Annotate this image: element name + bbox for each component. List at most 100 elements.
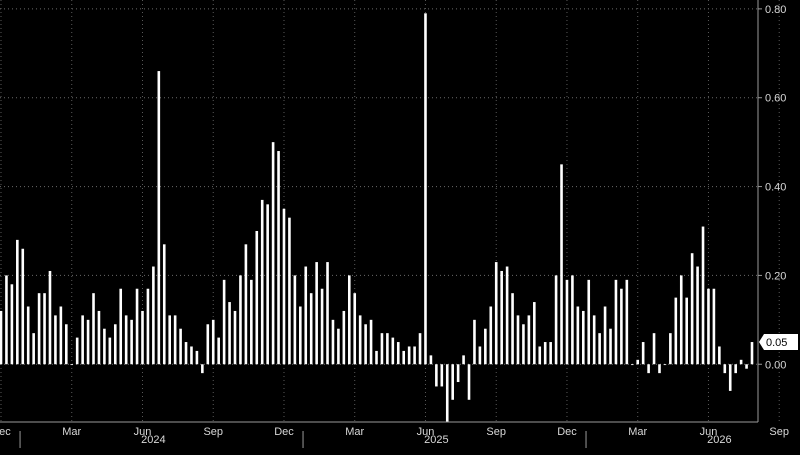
bar [353, 293, 357, 365]
bar [511, 293, 514, 365]
bar [658, 364, 661, 374]
x-tick-label: Mar [62, 426, 81, 438]
bar [37, 293, 41, 365]
bar [533, 302, 536, 365]
bar [500, 270, 503, 365]
bar [10, 284, 14, 365]
bar [581, 310, 585, 365]
year-label: 2026 [707, 434, 731, 446]
labels: 0.80 0.60 0.40 0.20 0.00 Dec Mar Jun Sep Dec Mar Ju… [0, 4, 798, 446]
bar [647, 364, 650, 374]
bar [718, 346, 721, 365]
bar [217, 337, 220, 365]
bar [576, 306, 580, 365]
bar [620, 288, 623, 365]
bar [195, 350, 199, 365]
y-tick-label: 0.60 [765, 93, 786, 105]
bar [413, 346, 416, 365]
bar [113, 324, 117, 365]
bar [141, 310, 144, 365]
bar [277, 151, 280, 365]
bar [734, 364, 737, 374]
bar [337, 328, 340, 365]
bar [103, 328, 106, 365]
bar [32, 333, 35, 365]
x-tick-label: Jun [700, 426, 718, 438]
bar [560, 164, 563, 365]
bar [75, 337, 79, 365]
bar [173, 315, 177, 365]
bar [669, 333, 672, 365]
x-tick-label: Mar [345, 426, 364, 438]
bar [5, 275, 8, 365]
bar [380, 333, 384, 365]
bar [16, 239, 19, 365]
axes [0, 0, 762, 448]
bar [462, 355, 465, 365]
bar [712, 288, 716, 365]
bar [65, 324, 68, 365]
x-tick-label: Jun [134, 426, 152, 438]
bar [299, 306, 302, 365]
bar [331, 319, 335, 365]
bars [0, 13, 754, 422]
bar [364, 324, 367, 365]
bar [685, 297, 688, 365]
bar [484, 328, 487, 365]
bar [728, 364, 732, 391]
x-tick-label: Mar [628, 426, 647, 438]
bar [505, 266, 509, 365]
bar [271, 142, 275, 365]
bar [288, 217, 291, 365]
bar [750, 342, 754, 365]
bar [494, 262, 498, 365]
bar [0, 310, 3, 365]
bar [554, 275, 558, 365]
bar [48, 270, 52, 365]
bar [97, 310, 101, 365]
last-value-callout: 0.05 [759, 334, 798, 351]
bar [429, 355, 433, 365]
bar [478, 346, 482, 365]
bar [266, 204, 269, 365]
bar [157, 71, 161, 365]
bar [211, 319, 215, 365]
bar [418, 333, 422, 365]
bar [233, 310, 237, 365]
bar [739, 359, 743, 365]
y-tick-label: 0.20 [765, 270, 786, 282]
bar [456, 364, 460, 383]
bar [309, 293, 313, 365]
bar [391, 337, 395, 365]
bar [592, 315, 596, 365]
x-tick-label: Dec [557, 426, 577, 438]
bar [162, 244, 166, 365]
bar [250, 279, 253, 365]
x-tick-label: Sep [769, 426, 789, 438]
bar [228, 302, 231, 365]
bar [674, 297, 678, 365]
last-value-tag [759, 334, 798, 351]
bar [467, 364, 471, 400]
bar [135, 288, 139, 365]
bar [630, 364, 634, 366]
bar [598, 333, 601, 365]
bar [538, 346, 542, 365]
bar [222, 279, 226, 365]
bar [489, 306, 493, 365]
bar [21, 248, 25, 365]
bar [59, 306, 63, 365]
bar [293, 275, 297, 365]
bar [43, 293, 46, 365]
bar [679, 275, 683, 365]
bar [146, 288, 150, 365]
bar [260, 199, 264, 365]
bar [206, 324, 210, 365]
bar [201, 364, 204, 374]
bar [696, 266, 699, 365]
gridlines [0, 0, 780, 422]
bar [516, 315, 520, 365]
bar [320, 288, 324, 365]
